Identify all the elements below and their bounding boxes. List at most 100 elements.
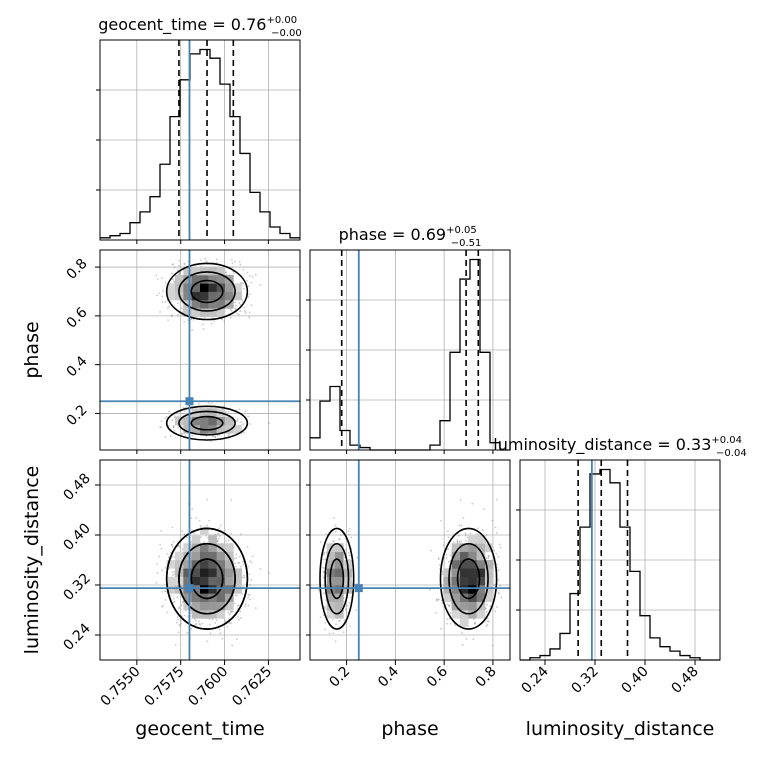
- sample-point: [447, 605, 450, 608]
- sample-point: [225, 410, 227, 413]
- sample-point: [323, 592, 325, 595]
- sample-point: [214, 436, 216, 438]
- sample-point: [183, 533, 186, 536]
- x-tick-label: 0.7600: [185, 664, 231, 710]
- sample-point: [159, 543, 162, 546]
- x-tick-label: 0.6: [424, 663, 451, 690]
- sample-point: [230, 499, 233, 501]
- density-cell: [175, 585, 184, 594]
- sample-point: [170, 543, 173, 546]
- density-cell: [225, 560, 234, 569]
- sample-point: [247, 285, 250, 288]
- sample-point: [236, 594, 238, 597]
- y-tick-label: 0.48: [60, 470, 93, 503]
- density-cell: [166, 291, 176, 301]
- sample-point: [319, 616, 322, 619]
- density-cell: [208, 543, 217, 552]
- density-cell: [233, 283, 242, 292]
- sample-point: [429, 588, 431, 591]
- contour-line: [178, 410, 236, 436]
- density-cell: [208, 283, 217, 292]
- sample-point: [456, 539, 459, 542]
- sample-point: [473, 618, 475, 621]
- sample-point: [216, 258, 218, 261]
- sample-point: [445, 622, 448, 625]
- sample-point: [493, 549, 496, 552]
- sample-point: [239, 263, 242, 266]
- sample-point: [178, 607, 180, 610]
- sample-point: [198, 519, 201, 522]
- sample-point: [187, 319, 189, 322]
- sample-point: [244, 410, 247, 413]
- truth-marker: [354, 584, 363, 593]
- sample-point: [234, 301, 236, 304]
- sample-point: [325, 533, 328, 536]
- density-cell: [175, 560, 184, 569]
- sample-point: [181, 615, 183, 617]
- sample-point: [178, 272, 181, 275]
- sample-point: [349, 625, 351, 628]
- sample-point: [160, 529, 162, 532]
- density-cell: [166, 585, 176, 594]
- density-cell: [451, 593, 461, 602]
- density-cell: [216, 568, 226, 577]
- sample-point: [171, 526, 174, 529]
- sample-point: [459, 499, 462, 501]
- sample-point: [168, 410, 171, 413]
- sample-point: [250, 281, 253, 284]
- panel-frame: [99, 249, 301, 451]
- sample-point: [227, 434, 230, 437]
- sample-point: [156, 294, 159, 297]
- sample-point: [236, 638, 238, 641]
- sample-point: [441, 570, 444, 573]
- sample-point: [205, 260, 208, 263]
- density-cell: [485, 576, 494, 586]
- sample-point: [332, 632, 335, 635]
- sample-point: [227, 611, 230, 614]
- y-axis-phase: 0.2 0.4 0.6 0.8 phase: [21, 256, 100, 429]
- sample-point: [177, 545, 180, 547]
- density-cell: [183, 543, 192, 552]
- histogram-panel-geocent_time: geocent_time = 0.76+0.00 −0.00: [96, 15, 302, 241]
- sample-point: [476, 527, 479, 530]
- sample-point: [250, 578, 253, 581]
- sample-point: [244, 312, 247, 314]
- sample-point: [191, 529, 193, 532]
- sample-point: [460, 540, 462, 543]
- title-minus: −0.51: [451, 238, 482, 249]
- sample-point: [332, 540, 334, 542]
- sample-point: [230, 532, 232, 535]
- sample-point: [437, 599, 440, 601]
- density-cell: [451, 610, 461, 619]
- y-tick-label: 0.6: [64, 304, 91, 331]
- sample-point: [233, 602, 236, 605]
- panel-content: [317, 498, 503, 647]
- contour-line: [190, 279, 224, 304]
- sample-point: [227, 539, 230, 542]
- sample-point: [249, 584, 252, 586]
- sample-point: [206, 640, 209, 643]
- sample-point: [430, 549, 432, 552]
- sample-point: [247, 415, 249, 418]
- sample-point: [191, 508, 194, 511]
- density-cell: [208, 275, 217, 284]
- sample-point: [171, 263, 174, 266]
- density-cell: [200, 291, 209, 301]
- sample-point: [339, 534, 342, 537]
- sample-point: [493, 584, 496, 586]
- sample-point: [237, 604, 240, 607]
- sample-point: [487, 555, 490, 558]
- sample-point: [471, 502, 474, 505]
- sample-point: [176, 313, 179, 316]
- contour-line: [190, 415, 224, 431]
- sample-point: [343, 619, 346, 622]
- x-tick-label: 0.7575: [142, 664, 188, 710]
- sample-point: [464, 532, 467, 535]
- density-cell: [208, 585, 217, 594]
- sample-point: [246, 271, 249, 274]
- sample-point: [442, 543, 445, 546]
- sample-point: [180, 619, 182, 622]
- density-cell: [208, 576, 217, 586]
- contour-line: [319, 527, 355, 630]
- density-cell: [485, 593, 494, 602]
